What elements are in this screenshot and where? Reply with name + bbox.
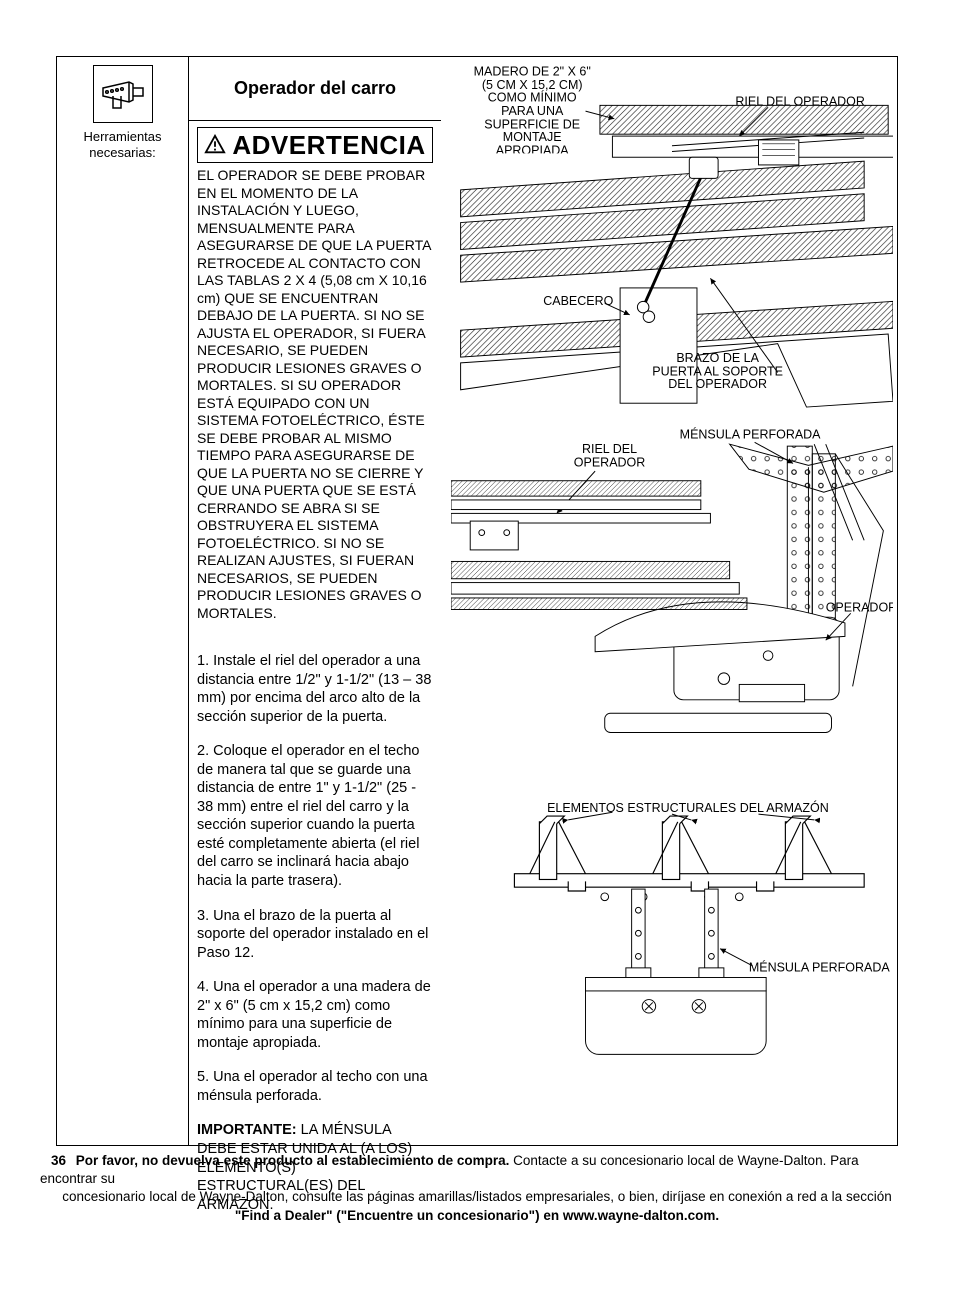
fig1-riel-label: RIEL DEL OPERADOR [735,94,865,108]
section-title: Operador del carro [234,78,396,99]
step-3: 3. Una el brazo de la puerta al soporte … [197,907,433,963]
step-5: 5. Una el operador al techo con una méns… [197,1068,433,1105]
fig3-title: ELEMENTOS ESTRUCTURALES DEL ARMAZÓN [547,800,829,815]
tools-sidebar: Herramientas necesarias: [57,57,189,1145]
footer-line-3: "Find a Dealer" ("Encuentre un concesion… [40,1207,914,1225]
tools-label: Herramientas necesarias: [63,129,182,160]
footer-line-1: 36 Por favor, no devuelva este producto … [40,1152,914,1188]
section-title-row: Operador del carro [189,57,441,121]
important-label: IMPORTANTE: [197,1122,297,1138]
page-number: 36 [40,1152,66,1170]
diagrams-column: RIEL DEL OPERADOR MADERO DE 2" X 6" (5 C… [441,57,897,1145]
fig2-riel-label: RIEL DEL OPERADOR [566,442,652,468]
footer-line-2: concesionario local de Wayne-Dalton, con… [40,1188,914,1206]
step-2: 2. Coloque el operador en el techo de ma… [197,742,433,890]
fig2-operador-label: OPERADOR [826,600,893,614]
figure-2: MÉNSULA PERFORADA RIEL DEL OPERADOR [451,425,893,793]
warning-label: ADVERTENCIA [232,130,425,161]
step-1: 1. Instale el riel del operador a una di… [197,652,433,726]
fig1-brazo-label: BRAZO DE LA PUERTA AL SOPORTE DEL OPERAD… [643,351,792,390]
warning-header: ADVERTENCIA [197,127,433,163]
step-4: 4. Una el operador a una madera de 2" x … [197,978,433,1052]
page-footer: 36 Por favor, no devuelva este producto … [40,1152,914,1225]
footer-bold: Por favor, no devuelva este producto al … [76,1153,510,1168]
fig1-madero-label: MADERO DE 2" X 6" (5 CM X 15,2 CM) COMO … [463,65,602,153]
fig3-mensula-label: MÉNSULA PERFORADA [749,960,891,975]
figure-3: ELEMENTOS ESTRUCTURALES DEL ARMAZÓN [451,793,893,1113]
warning-text: EL OPERADOR SE DEBE PROBAR EN EL MOMENTO… [197,167,433,622]
fig1-cabecero-label: CABECERO [543,294,613,308]
figure-1: RIEL DEL OPERADOR MADERO DE 2" X 6" (5 C… [451,65,893,425]
text-column: Operador del carro ADVERTENCIA EL OPERAD… [189,57,441,1145]
drill-icon [99,74,147,114]
tools-icon-box [93,65,153,123]
page-frame: Herramientas necesarias: Operador del ca… [56,56,898,1146]
warning-icon [204,134,226,156]
steps: 1. Instale el riel del operador a una di… [197,652,433,1214]
content-row: Operador del carro ADVERTENCIA EL OPERAD… [189,57,897,1145]
fig2-mensula-label: MÉNSULA PERFORADA [680,426,822,441]
